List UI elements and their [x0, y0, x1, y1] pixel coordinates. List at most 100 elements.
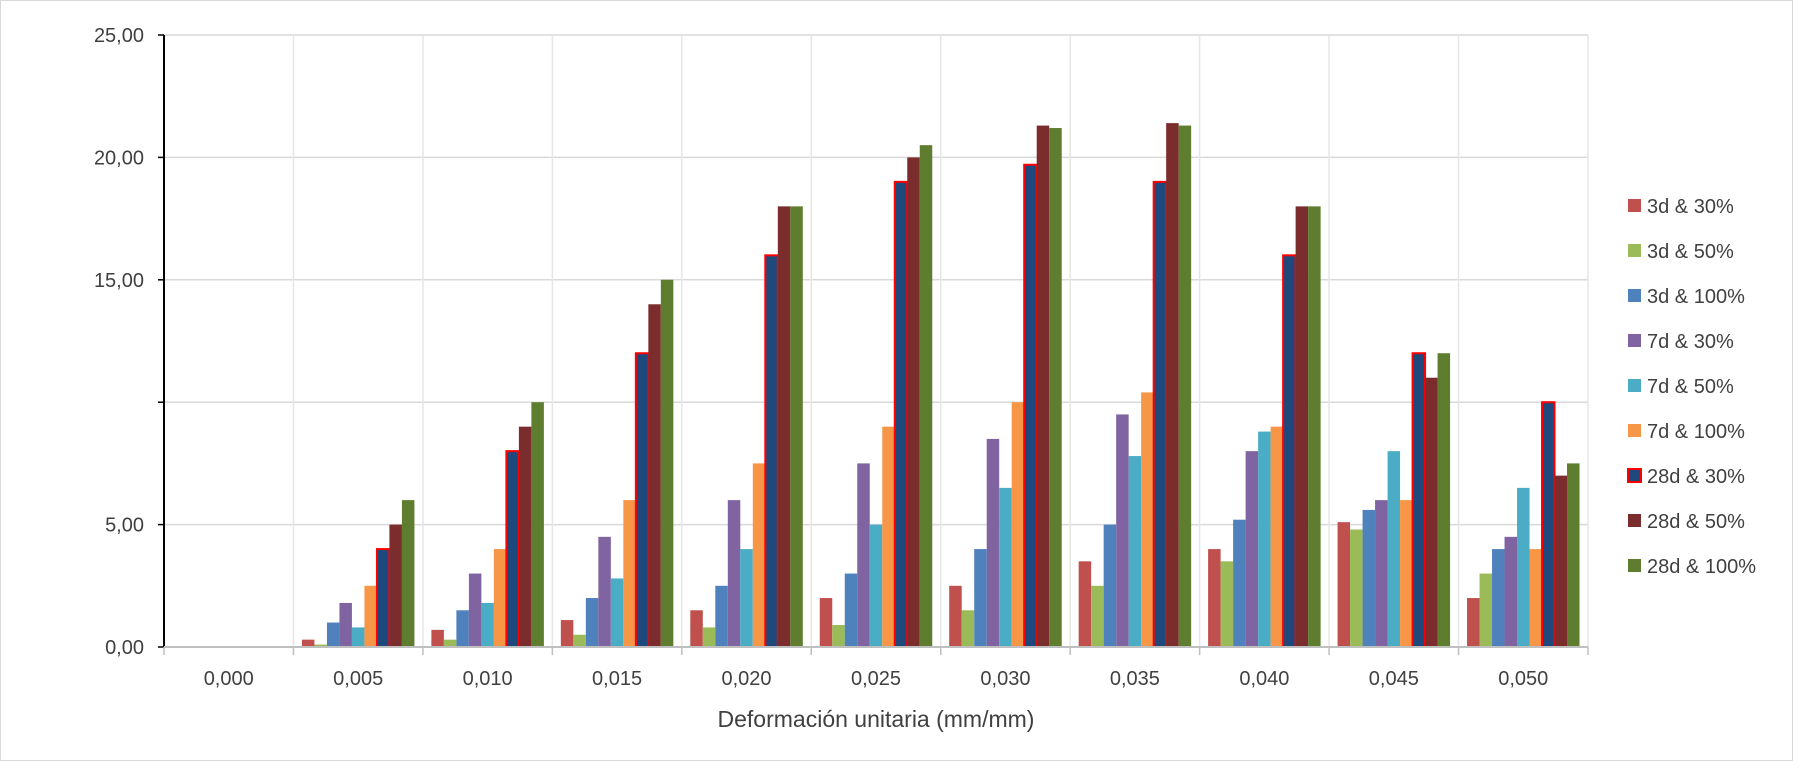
x-tick-label: 0,025 — [851, 668, 901, 690]
bar — [1425, 377, 1438, 647]
legend-label: 28d & 50% — [1647, 511, 1745, 533]
bar — [986, 438, 1000, 647]
bar — [1554, 475, 1568, 647]
bar — [505, 450, 520, 648]
bar — [481, 602, 494, 647]
bar — [443, 639, 457, 647]
bar — [844, 573, 858, 647]
bar — [790, 206, 803, 648]
x-tick-label: 0,030 — [980, 668, 1030, 690]
bar — [1362, 509, 1376, 647]
bar — [740, 549, 753, 647]
bar — [401, 500, 415, 647]
bar — [314, 644, 327, 647]
bar — [1178, 125, 1192, 648]
legend-swatch — [1628, 379, 1641, 392]
x-tick-label: 0,040 — [1239, 668, 1289, 690]
bar — [819, 598, 833, 647]
legend-swatch — [1628, 289, 1641, 302]
x-tick-label: 0,020 — [722, 668, 772, 690]
bar — [1504, 536, 1518, 647]
bar — [573, 634, 586, 647]
x-tick-label: 0,000 — [204, 668, 254, 690]
bar — [623, 500, 636, 647]
legend-label: 7d & 30% — [1647, 331, 1734, 353]
legend-swatch — [1628, 244, 1641, 257]
bar — [777, 206, 791, 648]
legend-label: 3d & 100% — [1647, 286, 1745, 308]
bar — [389, 524, 402, 647]
bar — [1116, 414, 1129, 647]
bar — [1011, 402, 1025, 647]
x-tick-label: 0,005 — [333, 668, 383, 690]
bar — [1166, 123, 1179, 648]
bar — [560, 620, 574, 647]
bar — [1128, 456, 1142, 647]
legend-swatch — [1627, 468, 1642, 483]
bar — [999, 487, 1012, 647]
y-tick-labels: 0,00 5,00 15,00 20,00 25,00 — [94, 25, 144, 659]
legend-label: 3d & 50% — [1647, 241, 1734, 263]
bar — [1517, 487, 1530, 647]
bar — [326, 622, 340, 647]
legend-swatch — [1628, 334, 1641, 347]
x-axis-title: Deformación unitaria (mm/mm) — [718, 706, 1035, 732]
y-tick-label: 5,00 — [105, 515, 144, 537]
y-tick-label: 0,00 — [105, 637, 144, 659]
bar — [634, 352, 650, 648]
bar — [764, 254, 779, 648]
legend: 3d & 30% 3d & 50% 3d & 100% 7d & 30% 7d & 50… — [1627, 196, 1756, 578]
bar — [431, 629, 444, 647]
bar — [690, 610, 703, 647]
bar — [610, 578, 624, 647]
bar — [1350, 529, 1363, 647]
bar — [1078, 561, 1092, 647]
legend-label: 28d & 100% — [1647, 556, 1756, 578]
bar — [1036, 125, 1050, 648]
bar — [1258, 431, 1271, 647]
bar — [1103, 524, 1117, 647]
bar — [919, 145, 933, 647]
bar — [907, 157, 920, 647]
bar — [974, 549, 987, 647]
bar — [1152, 180, 1168, 648]
legend-swatch — [1628, 199, 1641, 212]
bar — [493, 549, 507, 647]
x-tick-label: 0,015 — [592, 668, 642, 690]
axes — [163, 35, 1589, 655]
x-tick-label: 0,010 — [463, 668, 513, 690]
bar — [702, 627, 716, 647]
bar — [949, 585, 962, 647]
bar — [1091, 585, 1104, 647]
bar — [1411, 352, 1427, 648]
bar — [1437, 353, 1451, 647]
bar — [1049, 128, 1062, 648]
legend-label: 28d & 30% — [1647, 466, 1745, 488]
bar — [456, 610, 469, 647]
bar — [1567, 463, 1580, 647]
y-tick-label: 25,00 — [94, 25, 144, 47]
bar — [1492, 549, 1505, 647]
y-tick-label: 15,00 — [94, 270, 144, 292]
bar — [857, 463, 870, 647]
bar — [660, 279, 674, 647]
bar — [1141, 392, 1154, 647]
gridlines — [158, 34, 1589, 648]
bar — [1479, 573, 1493, 647]
bar — [1295, 206, 1309, 648]
x-tick-labels: 0,000 0,005 0,010 0,015 0,020 0,025 0,030 0,035… — [204, 668, 1549, 690]
bar — [1208, 549, 1221, 647]
bar — [1467, 598, 1480, 647]
bar — [1220, 561, 1234, 647]
bar — [301, 639, 315, 647]
bar — [1308, 206, 1321, 648]
bar — [518, 426, 532, 647]
bar — [715, 585, 728, 647]
bar — [375, 548, 391, 649]
bar — [727, 500, 741, 647]
bar — [832, 624, 845, 647]
bar — [1541, 401, 1556, 649]
bar — [1245, 451, 1259, 647]
